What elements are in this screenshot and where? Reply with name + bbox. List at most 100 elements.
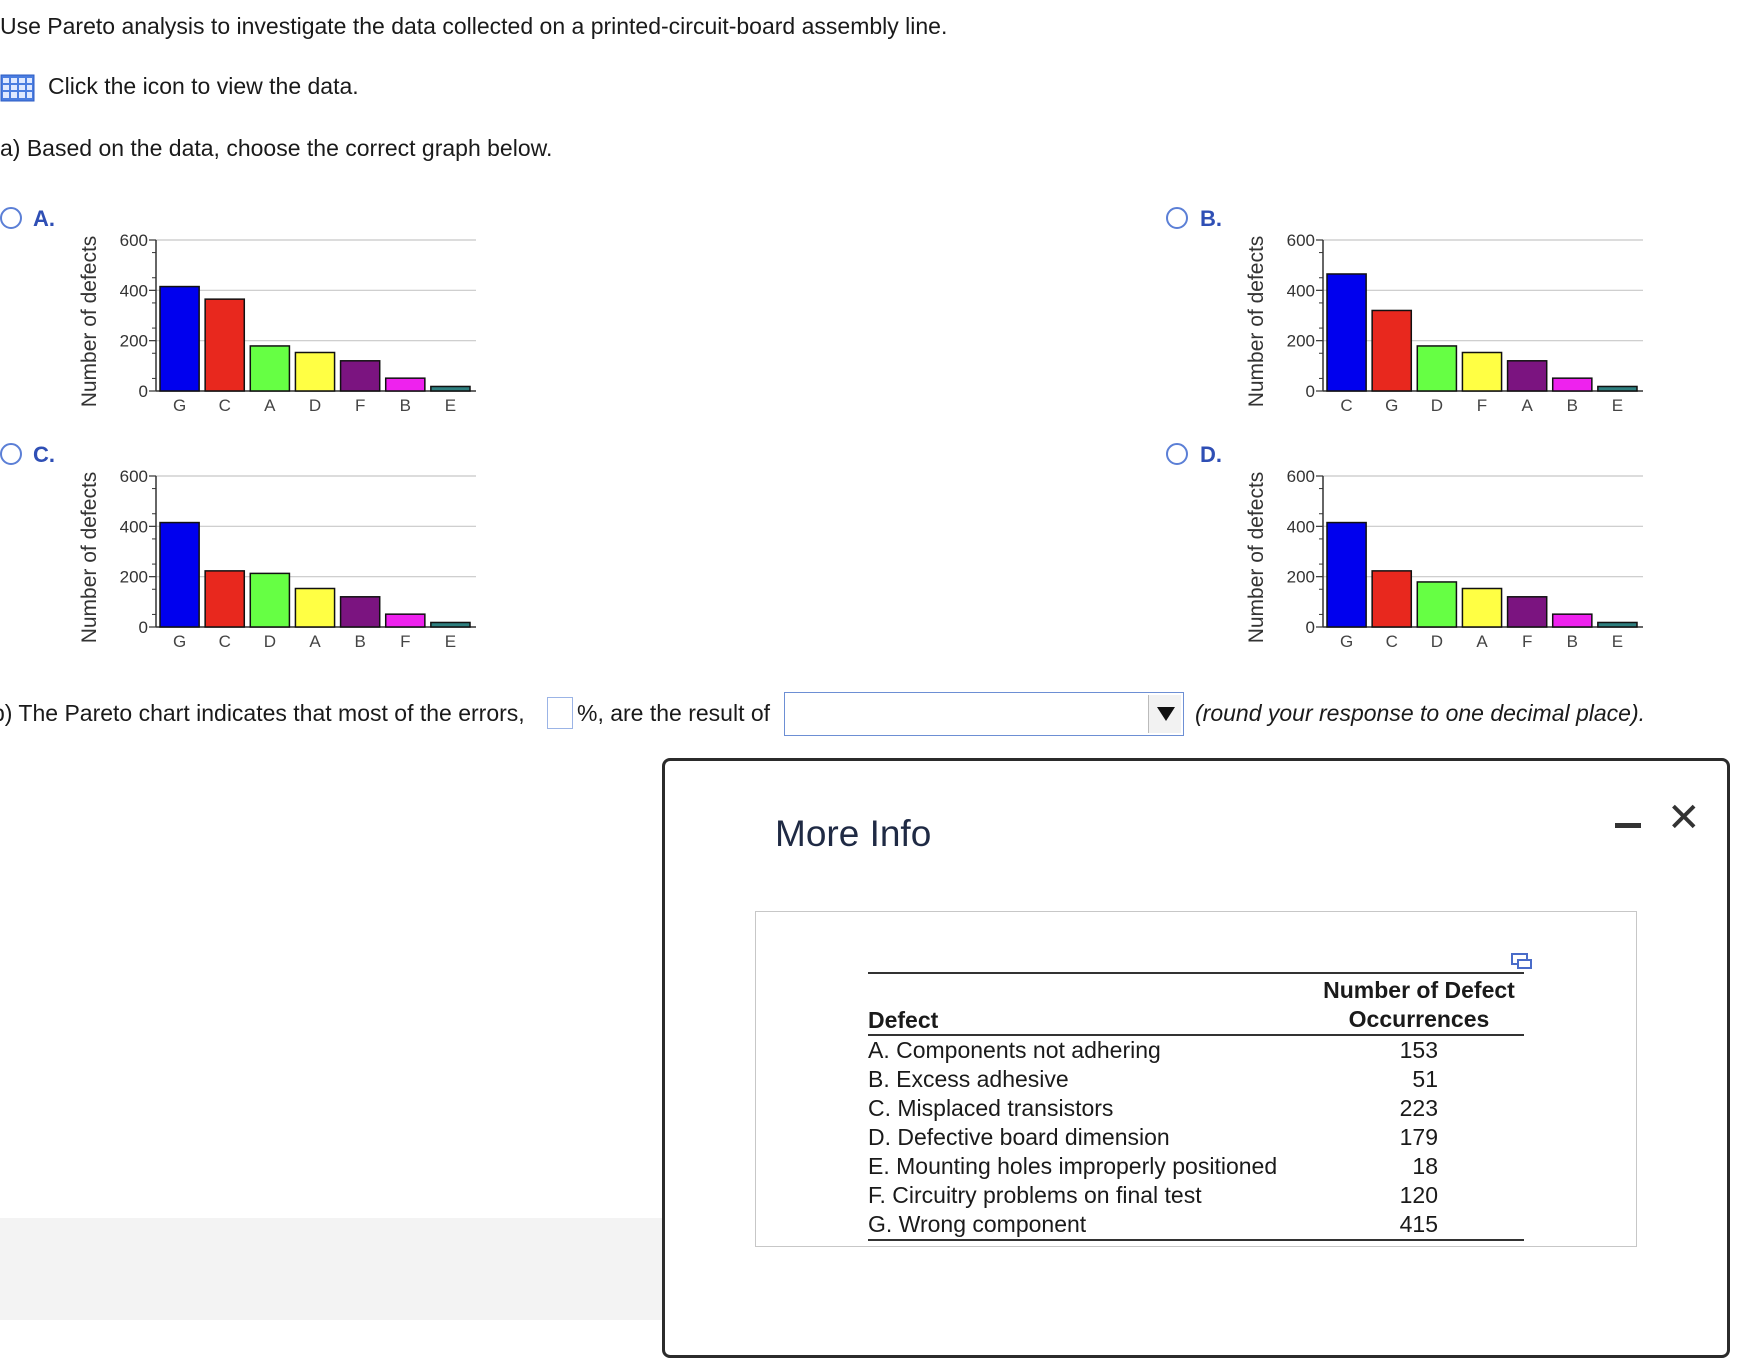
- x-tick-label: F: [355, 396, 365, 415]
- x-tick-label: C: [1340, 396, 1352, 415]
- bar: [1551, 377, 1593, 392]
- bar: [1551, 613, 1593, 628]
- bar: [1506, 360, 1548, 392]
- part-b-rounding-note: (round your response to one decimal plac…: [1195, 700, 1646, 726]
- header-occurrences: Number of Defect Occurrences: [1314, 974, 1524, 1035]
- defect-cell: A. Components not adhering: [868, 1037, 1161, 1063]
- chevron-down-icon[interactable]: [1148, 695, 1181, 733]
- option-c-label: C.: [33, 442, 55, 467]
- y-tick-label: 400: [1287, 281, 1315, 300]
- table-row: B. Excess adhesive 51: [868, 1065, 1524, 1094]
- y-tick-label: 0: [1306, 618, 1315, 637]
- bar: [249, 572, 291, 628]
- defect-cell: D. Defective board dimension: [868, 1124, 1170, 1150]
- y-tick-label: 600: [120, 231, 148, 250]
- bar: [159, 285, 200, 392]
- x-tick-label: E: [1612, 396, 1623, 415]
- option-a-chart: Number of defects 0 200 400 600 G C A D F B E: [78, 231, 476, 415]
- count-cell: 415: [1399, 1211, 1438, 1237]
- question-intro: Use Pareto analysis to investigate the d…: [0, 13, 948, 39]
- y-tick-label: 0: [1306, 382, 1315, 401]
- defect-cell: G. Wrong component: [868, 1211, 1087, 1237]
- y-tick-label: 600: [120, 467, 148, 486]
- option-c-chart: Number of defects 0 200 400 600 G C D A B F E: [78, 467, 476, 651]
- y-axis-label: Number of defects: [1245, 236, 1268, 408]
- x-tick-label: D: [1431, 632, 1443, 651]
- table-row: E. Mounting holes improperly positioned 1…: [868, 1152, 1524, 1181]
- x-tick-label: G: [173, 396, 186, 415]
- bar: [204, 298, 246, 392]
- cause-dropdown[interactable]: [784, 692, 1184, 736]
- bar: [1506, 596, 1548, 628]
- header-occurrences-line1: Number of Defect: [1323, 977, 1515, 1003]
- close-icon[interactable]: ✕: [1667, 796, 1701, 840]
- table-grid-icon[interactable]: [0, 74, 36, 102]
- table-row: G. Wrong component 415: [868, 1210, 1524, 1240]
- bar: [294, 351, 336, 392]
- x-tick-label: G: [173, 632, 186, 651]
- dialog-title: More Info: [775, 813, 932, 854]
- table-row: A. Components not adhering 153: [868, 1036, 1524, 1065]
- option-d-chart: Number of defects 0 200 400 600 G C D A F B E: [1245, 467, 1643, 651]
- count-cell: 153: [1399, 1037, 1438, 1063]
- part-b-middle: %, are the result of: [577, 700, 771, 726]
- x-tick-label: A: [1521, 396, 1533, 415]
- count-cell: 120: [1399, 1182, 1438, 1208]
- bar: [294, 587, 336, 628]
- y-tick-label: 400: [1287, 517, 1315, 536]
- bar: [384, 613, 426, 628]
- view-data-link[interactable]: Click the icon to view the data.: [48, 73, 359, 99]
- bar: [1416, 345, 1458, 392]
- bar: [249, 345, 291, 392]
- bar: [1326, 521, 1367, 628]
- header-defect: Defect: [868, 1007, 939, 1033]
- bar: [430, 621, 471, 628]
- option-d-radio[interactable]: [1166, 443, 1188, 465]
- x-tick-label: C: [1386, 632, 1398, 651]
- table-row: F. Circuitry problems on final test 120: [868, 1181, 1524, 1210]
- bar: [159, 521, 200, 628]
- part-a-prompt: a) Based on the data, choose the correct…: [0, 135, 553, 161]
- table-row: D. Defective board dimension 179: [868, 1123, 1524, 1152]
- y-tick-label: 200: [1287, 568, 1315, 587]
- defect-cell: B. Excess adhesive: [868, 1066, 1069, 1092]
- copy-icon[interactable]: [1511, 952, 1533, 970]
- table-row: C. Misplaced transistors 223: [868, 1094, 1524, 1123]
- y-axis-label: Number of defects: [78, 236, 101, 408]
- x-tick-label: B: [400, 396, 411, 415]
- x-tick-label: B: [1567, 396, 1578, 415]
- y-tick-label: 400: [120, 517, 148, 536]
- option-b-label: B.: [1200, 206, 1222, 231]
- defect-cell: E. Mounting holes improperly positioned: [868, 1153, 1278, 1179]
- percent-input[interactable]: [547, 697, 573, 729]
- y-tick-label: 200: [1287, 332, 1315, 351]
- option-a-radio[interactable]: [0, 207, 22, 229]
- y-axis-label: Number of defects: [1245, 472, 1268, 644]
- x-tick-label: G: [1385, 396, 1398, 415]
- count-cell: 51: [1412, 1066, 1438, 1092]
- y-axis-label: Number of defects: [78, 472, 101, 644]
- bar: [1461, 587, 1503, 628]
- y-tick-label: 0: [139, 618, 148, 637]
- x-tick-label: D: [1431, 396, 1443, 415]
- option-c-radio[interactable]: [0, 443, 22, 465]
- bar: [339, 360, 381, 392]
- option-d-label: D.: [1200, 442, 1222, 467]
- x-tick-label: A: [264, 396, 276, 415]
- x-tick-label: F: [1477, 396, 1487, 415]
- x-tick-label: D: [309, 396, 321, 415]
- bar: [1326, 273, 1367, 392]
- part-b-prompt: b) The Pareto chart indicates that most …: [0, 700, 525, 726]
- x-tick-label: B: [1567, 632, 1578, 651]
- option-b-radio[interactable]: [1166, 207, 1188, 229]
- bar: [1461, 351, 1503, 392]
- bar: [1371, 570, 1413, 628]
- y-tick-label: 0: [139, 382, 148, 401]
- bar: [1371, 309, 1413, 392]
- bar: [1416, 581, 1458, 628]
- x-tick-label: C: [219, 396, 231, 415]
- minimize-icon[interactable]: [1615, 809, 1643, 837]
- x-tick-label: G: [1340, 632, 1353, 651]
- header-occurrences-line2: Occurrences: [1348, 1006, 1490, 1032]
- y-tick-label: 600: [1287, 231, 1315, 250]
